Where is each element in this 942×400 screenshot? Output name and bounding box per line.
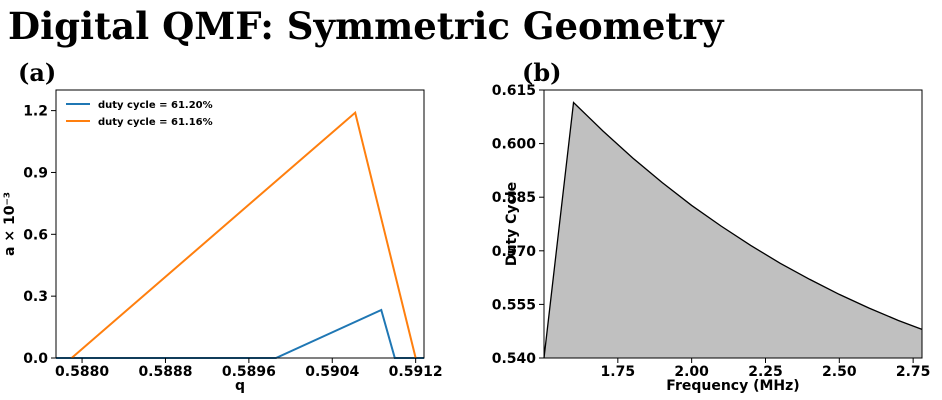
chart-b-x-axis-label: Frequency (MHz) — [666, 378, 799, 394]
chart-a-series-1-line — [56, 308, 424, 359]
panel-label-b: (b) — [522, 58, 562, 87]
chart-b-frame — [543, 89, 923, 359]
chart-b-x-tick-label: 2.75 — [896, 364, 931, 380]
chart-a-y-tick-label: 0.6 — [23, 227, 48, 243]
chart-a-y-axis-label: a × 10⁻³ — [2, 192, 18, 256]
chart-b-area-edge — [543, 101, 923, 359]
chart-b-y-tick-label: 0.555 — [492, 297, 536, 313]
chart-b-y-tick-label: 0.540 — [492, 351, 537, 367]
panel-label-a: (a) — [18, 58, 57, 87]
chart-a-x-tick-label: 0.5904 — [305, 364, 359, 380]
page-title: Digital QMF: Symmetric Geometry — [8, 4, 724, 48]
chart-b-x-tick-label: 2.50 — [822, 364, 857, 380]
chart-b-x-tick-label: 2.00 — [674, 364, 709, 380]
chart-a-y-tick-label: 0.3 — [23, 289, 48, 305]
chart-a-x-tick-label: 0.5912 — [389, 364, 443, 380]
chart-b-area-fill — [544, 102, 922, 358]
chart-a-x-axis-label: q — [235, 378, 245, 394]
chart-a-x-tick-label: 0.5896 — [222, 364, 276, 380]
chart-a-x-tick-label: 0.5888 — [138, 364, 192, 380]
chart-b-y-tick-label: 0.585 — [492, 190, 536, 206]
chart-b-y-axis-label: Duty Cycle — [504, 182, 520, 266]
chart-a-frame — [55, 89, 425, 359]
chart-a-legend-label-2: duty cycle = 61.16% — [98, 117, 213, 128]
chart-a-series-2-line — [70, 110, 417, 359]
chart-a-x-tick-label: 0.5880 — [55, 364, 109, 380]
chart-a-y-tick-label: 1.2 — [23, 104, 48, 120]
chart-b-y-tick-label: 0.615 — [492, 83, 536, 99]
chart-a-y-tick-label: 0.0 — [23, 351, 48, 367]
chart-b-x-tick-label: 1.75 — [601, 364, 636, 380]
chart-b-y-tick-label: 0.570 — [492, 244, 537, 260]
chart-b-y-tick-label: 0.600 — [492, 137, 537, 153]
chart-b-x-tick-label: 2.25 — [748, 364, 783, 380]
chart-a-legend-label-1: duty cycle = 61.20% — [98, 100, 213, 111]
chart-a-y-tick-label: 0.9 — [23, 165, 48, 181]
